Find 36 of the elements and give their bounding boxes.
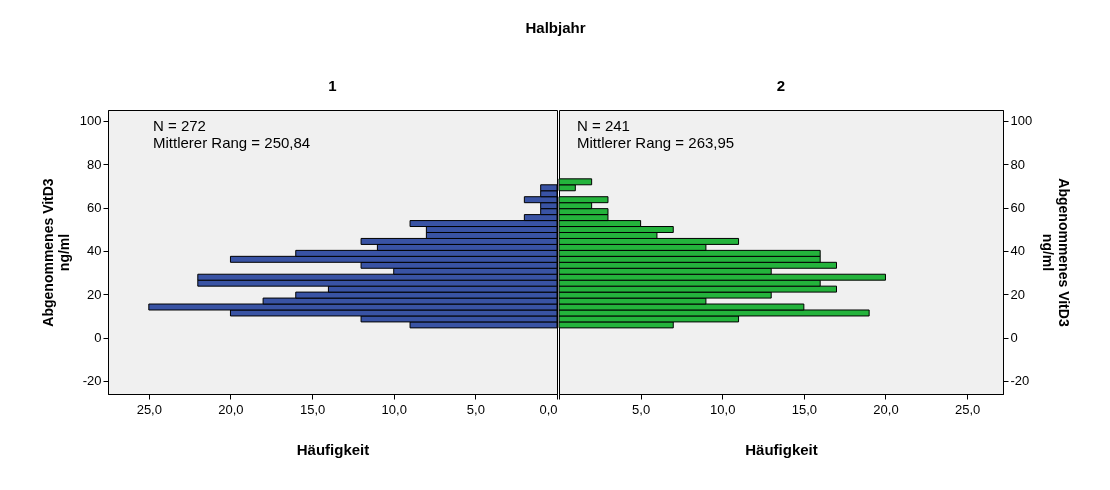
y-tick-label: 60 xyxy=(87,200,102,216)
y-tick-label: 20 xyxy=(1010,286,1025,302)
x-tick-label: 10,0 xyxy=(710,401,736,417)
x-tick-label: 20,0 xyxy=(218,401,244,417)
chart-subtitle: 1 xyxy=(328,77,337,94)
x-tick-label: 25,0 xyxy=(954,401,981,417)
x-tick-label: 0,0 xyxy=(539,401,558,417)
y-tick-label: 0 xyxy=(1010,330,1018,346)
x-tick-label: 25,0 xyxy=(136,401,162,417)
y-axis-title: Abgenommenes VitD3 ng/ml xyxy=(39,178,72,327)
y-tick-label: -20 xyxy=(82,373,102,389)
y-axis-title: Abgenommenes VitD3 ng/ml xyxy=(1040,178,1073,327)
y-tick-label: 40 xyxy=(87,243,102,259)
x-tick-label: 15,0 xyxy=(299,401,326,417)
y-tick-label: 40 xyxy=(1010,243,1025,259)
y-tick-label: -20 xyxy=(1010,373,1030,389)
y-tick-label: 80 xyxy=(1010,156,1025,172)
annotation: N = 241 xyxy=(577,117,630,134)
annotation: N = 272 xyxy=(153,117,206,134)
x-tick-label: 15,0 xyxy=(791,401,818,417)
x-tick-label: 5,0 xyxy=(632,401,651,417)
y-tick-label: 0 xyxy=(94,330,102,346)
chart-title: Halbjahr xyxy=(525,18,586,36)
y-tick-label: 100 xyxy=(79,113,102,129)
x-tick-label: 5,0 xyxy=(466,401,485,417)
x-tick-label: 10,0 xyxy=(381,401,407,417)
y-tick-label: 100 xyxy=(1010,113,1033,129)
x-axis-title: Häufigkeit xyxy=(745,440,818,458)
y-tick-label: 20 xyxy=(87,286,102,302)
x-tick-label: 20,0 xyxy=(873,401,899,417)
y-tick-label: 80 xyxy=(87,156,102,172)
annotation: Mittlerer Rang = 250,84 xyxy=(153,134,311,151)
x-axis-title: Häufigkeit xyxy=(296,440,370,458)
y-tick-label: 60 xyxy=(1010,200,1025,216)
chart-subtitle: 2 xyxy=(776,77,786,94)
annotation: Mittlerer Rang = 263,95 xyxy=(577,134,735,151)
